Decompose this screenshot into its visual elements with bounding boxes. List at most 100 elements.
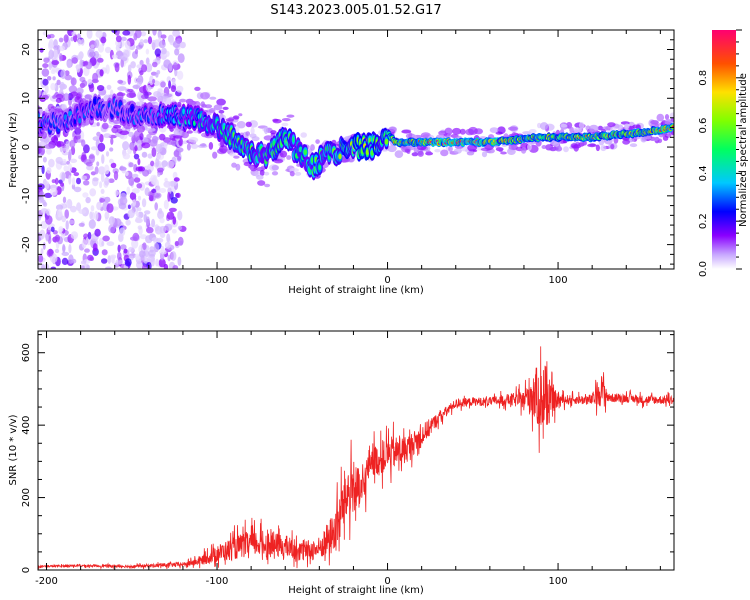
spectrogram-halo-cell <box>186 143 191 151</box>
spectrogram-noise-cell <box>50 266 57 269</box>
spectrogram-noise-cell <box>94 210 99 221</box>
spectrogram-noise-cell <box>159 232 166 238</box>
spectrogram-noise-cell <box>125 219 131 226</box>
spectrogram-ridge-cell <box>182 108 186 115</box>
spectrogram-halo-cell <box>388 126 397 132</box>
spectrogram-noise-cell <box>48 38 54 49</box>
spectrogram-noise-cell <box>173 177 180 182</box>
spectrogram-noise-cell <box>110 226 115 234</box>
spectrogram-noise-cell <box>150 178 157 185</box>
spectrogram-noise-cell <box>145 63 153 73</box>
spectrogram-halo-cell <box>440 149 449 157</box>
spectrogram-noise-cell <box>157 172 161 177</box>
spectrogram-noise-cell <box>96 201 102 211</box>
spectrogram-halo-cell <box>204 104 213 109</box>
spectrogram-noise-cell <box>145 216 150 226</box>
spectrogram-noise-cell <box>41 68 50 77</box>
spectrogram-halo-cell <box>200 101 205 108</box>
spectrogram-noise-cell <box>179 41 186 49</box>
colorbar-tick-label: 0.2 <box>698 213 709 229</box>
spectrogram-noise-cell <box>99 69 104 77</box>
spectrogram-ridge-cell <box>365 149 369 156</box>
colorbar-tick-label: 0.4 <box>698 165 709 181</box>
spectrogram-halo-cell <box>480 147 491 152</box>
spectrogram-noise-cell <box>139 59 144 66</box>
spectrogram-noise-cell <box>108 178 115 183</box>
spectrogram-halo-cell <box>222 106 229 110</box>
spectrogram-noise-cell <box>167 254 171 262</box>
spectrogram-noise-cell <box>40 208 49 214</box>
spectrogram-halo-cell <box>286 114 295 118</box>
spectrogram-noise-cell <box>54 234 61 242</box>
spectrogram-halo-cell <box>232 115 240 120</box>
spectrogram-noise-cell <box>62 159 67 164</box>
spectrogram-noise-cell <box>101 249 108 256</box>
spectrogram-halo-cell <box>101 122 109 130</box>
spectrogram-halo-cell <box>600 145 607 152</box>
spectrogram-halo-cell <box>199 143 207 147</box>
spectrogram-noise-cell <box>47 76 52 81</box>
spectrogram-noise-cell <box>154 202 158 211</box>
spectrogram-noise-cell <box>167 191 171 202</box>
spectrogram-noise-cell <box>173 150 180 158</box>
spectrogram-noise-cell <box>74 127 82 135</box>
spectrogram-noise-cell <box>148 249 156 257</box>
spectrogram-noise-cell <box>142 242 147 250</box>
spectrogram-noise-cell <box>133 177 141 183</box>
spectrogram-noise-cell <box>93 50 100 59</box>
spectrogram-noise-cell <box>172 265 179 269</box>
spectrogram-noise-cell <box>58 226 64 233</box>
spectrogram-noise-cell <box>119 166 127 171</box>
spectrogram-noise-cell <box>115 44 121 52</box>
spectrogram-halo-cell <box>588 124 599 133</box>
spectrogram-halo-cell <box>147 96 158 102</box>
spectrogram-noise-cell <box>155 157 160 168</box>
spectrogram-noise-cell <box>130 236 138 241</box>
spectrogram-noise-cell <box>79 68 84 75</box>
spectrogram-noise-cell <box>101 154 105 164</box>
spectrogram-noise-cell <box>161 47 167 55</box>
spectrogram-noise-cell <box>161 160 168 168</box>
spectrogram-halo-cell <box>656 113 665 122</box>
spectrogram-noise-cell <box>174 48 180 56</box>
spectrogram-noise-cell <box>122 153 131 160</box>
spectrogram-noise-cell <box>77 38 82 46</box>
spectrogram-noise-cell <box>88 83 95 93</box>
spectrogram-noise-cell <box>78 222 85 227</box>
spectrogram-noise-cell <box>136 64 143 69</box>
spectrogram-noise-cell <box>70 205 77 213</box>
spectrogram-halo-cell <box>81 80 88 87</box>
spectrogram-halo-cell <box>238 113 243 117</box>
spectrogram-noise-cell <box>158 40 166 49</box>
spectrogram-halo-cell <box>466 151 475 156</box>
spectrogram-ridge-cell <box>384 138 389 145</box>
spectrogram-noise-cell <box>104 46 112 54</box>
spectrogram-halo-cell <box>540 122 549 130</box>
spectrogram-noise-cell <box>50 187 58 196</box>
spectrogram-noise-cell <box>54 177 59 185</box>
spectrogram-noise-cell <box>64 74 72 81</box>
spectrogram-noise-cell <box>42 242 46 250</box>
spectrogram-noise-cell <box>127 204 131 210</box>
spectrogram-noise-cell <box>63 34 69 43</box>
spectrogram-noise-cell <box>146 227 154 234</box>
spectrogram-noise-cell <box>109 158 114 164</box>
spectrogram-halo-cell <box>617 124 624 132</box>
spectrogram-halo-cell <box>271 165 279 171</box>
spectrogram-halo-cell <box>188 137 199 143</box>
spectrogram-halo-cell <box>263 171 270 176</box>
spectrogram-halo-cell <box>645 135 652 140</box>
spectrogram-halo-cell <box>103 133 112 139</box>
spectrogram-noise-cell <box>78 209 87 215</box>
spectrogram-halo-cell <box>236 121 246 129</box>
spectrogram-halo-cell <box>438 130 447 136</box>
spectrogram-noise-cell <box>61 257 69 265</box>
spectrogram-noise-cell <box>145 57 150 65</box>
spectrogram-noise-cell <box>145 48 150 55</box>
spectrogram-noise-cell <box>114 190 120 196</box>
spectrogram-noise-cell <box>80 38 85 46</box>
spectrogram-halo-cell <box>653 120 659 126</box>
spectrogram-noise-cell <box>76 64 81 73</box>
spectrogram-noise-cell <box>86 165 94 171</box>
spectrogram-halo-cell <box>218 109 225 114</box>
